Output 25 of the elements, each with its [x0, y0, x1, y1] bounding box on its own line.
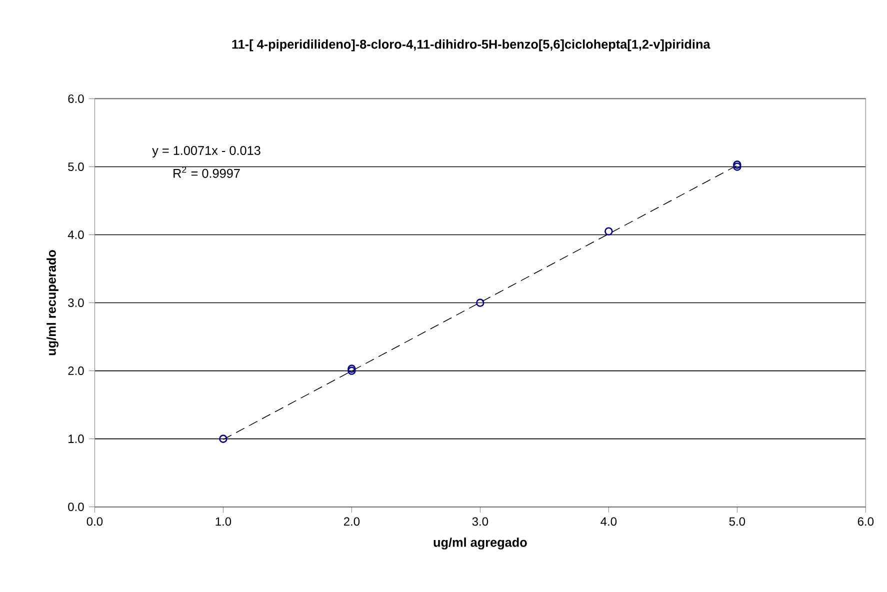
- point: [348, 364, 356, 373]
- x-tick-label: 4.0: [600, 517, 617, 526]
- x-tick-label: 0.0: [86, 517, 103, 526]
- point: [348, 366, 356, 375]
- point: [733, 162, 742, 171]
- y-tick-label: 5.0: [68, 162, 84, 171]
- point: [476, 298, 484, 307]
- chart-title: 11-[ 4-piperidilideno]-8-cloro-4,11-dihidro-5H-benzo[5,6]ciclohepta[1,2-v]piridina: [232, 39, 710, 52]
- x-tick-label: 6.0: [858, 517, 874, 526]
- y-tick-label: 1.0: [68, 434, 84, 443]
- y-tick-label: 0.0: [68, 502, 84, 512]
- x-tick-label: 5.0: [729, 517, 746, 526]
- y-tick-label: 6.0: [68, 94, 84, 103]
- x-tick-label: 3.0: [472, 517, 488, 526]
- y-tick-label: 4.0: [68, 230, 84, 239]
- x-axis-title: ug/ml agregado: [434, 537, 527, 550]
- y-axis-title: ug/ml recuperado: [46, 250, 58, 356]
- y-tick-label: 2.0: [68, 366, 84, 375]
- x-tick-label: 2.0: [344, 517, 360, 526]
- point: [219, 434, 228, 443]
- x-tick-label: 1.0: [216, 517, 232, 526]
- point: [604, 227, 613, 236]
- annotation: y = 1.0071x - 0.013: [152, 146, 260, 158]
- point: [733, 160, 742, 169]
- y-tick-label: 3.0: [68, 298, 84, 307]
